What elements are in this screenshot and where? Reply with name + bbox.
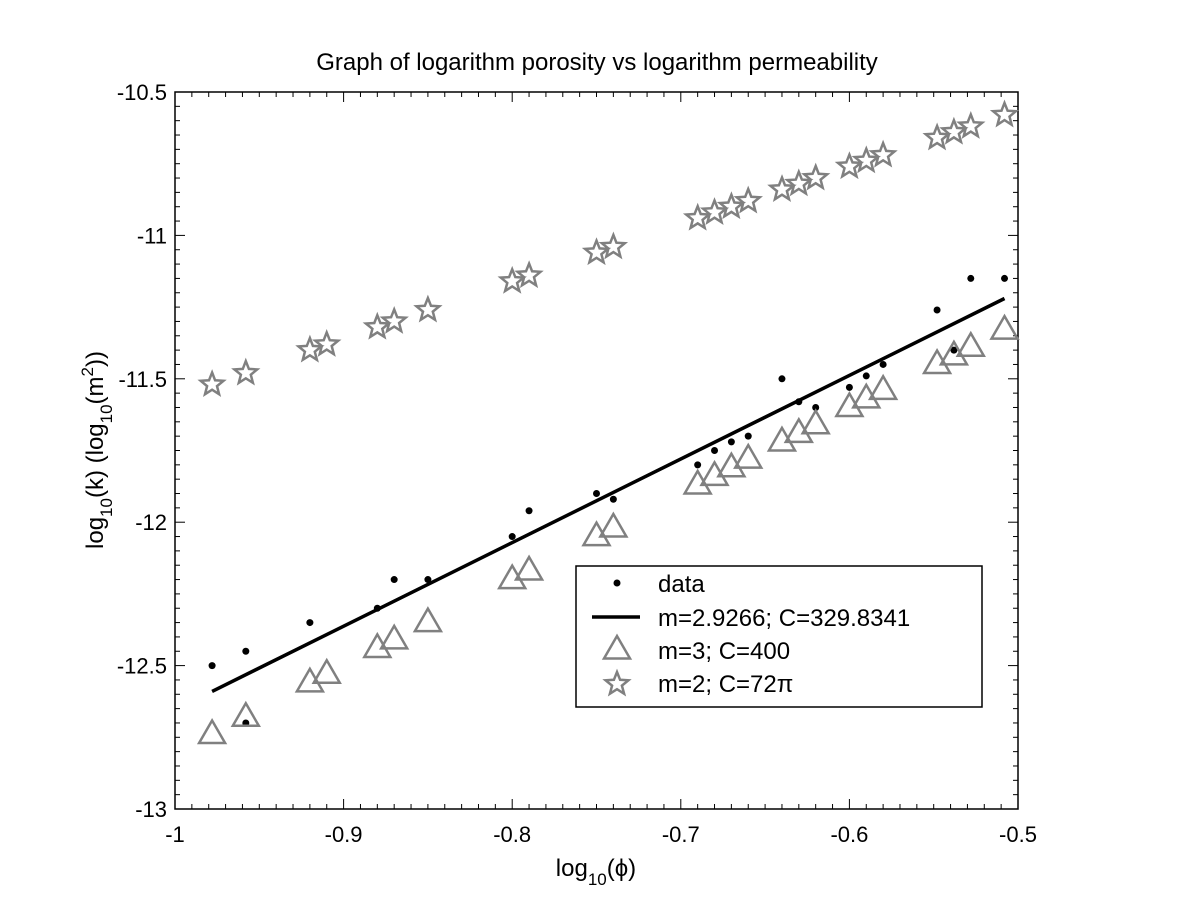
y-tick-label: -10.5 [117, 80, 167, 105]
data-point [862, 372, 870, 380]
star-marker [497, 265, 527, 294]
triangle-marker [412, 606, 444, 633]
triangle-marker [867, 373, 899, 401]
triangle-marker [379, 623, 410, 650]
legend-label-fit: m=2.9266; C=329.8341 [658, 605, 910, 632]
data-point [508, 533, 516, 541]
data-point [778, 375, 786, 383]
star-marker [801, 162, 831, 191]
data-point [812, 403, 820, 411]
star-marker [699, 197, 730, 225]
y-tick-labels: -10.5 -11 -11.5 -12 -12.5 -13 [117, 80, 167, 822]
star-marker [716, 191, 747, 220]
star-marker [231, 357, 261, 386]
fit-line [211, 296, 1006, 693]
triangle-marker [230, 700, 261, 728]
data-point [711, 447, 719, 454]
data-point [727, 438, 735, 446]
triangle-marker [955, 330, 986, 358]
data-point [694, 461, 702, 469]
data-marks [196, 99, 1020, 745]
x-tick-label: -0.8 [493, 822, 531, 847]
star-marker [868, 139, 898, 168]
y-axis-label: log10(k) (log10(m2)) [78, 351, 116, 549]
triangle-marker [989, 313, 1020, 340]
data-point [390, 576, 398, 584]
star-marker [989, 99, 1020, 128]
triangle-marker [598, 511, 629, 538]
data-point [242, 647, 250, 655]
data-point [525, 507, 533, 515]
triangle-marker [311, 657, 342, 685]
data-point [950, 346, 958, 354]
star-marker [379, 305, 409, 334]
triangle-marker [733, 442, 764, 469]
star-marker [834, 151, 865, 180]
star-marker [767, 174, 797, 202]
legend-star-symbol [602, 668, 632, 697]
legend-label-m3: m=3; C=400 [658, 638, 790, 665]
data-point [593, 490, 600, 498]
y-tick-label: -13 [135, 797, 167, 822]
star-marker [598, 231, 629, 260]
legend-symbols [592, 579, 640, 697]
data-point [1001, 274, 1009, 282]
star-marker [514, 260, 544, 289]
data-point [609, 495, 617, 503]
triangle-marker [196, 717, 228, 745]
star-marker [295, 334, 325, 363]
triangle-marker [513, 554, 545, 581]
star-marker [784, 168, 814, 197]
x-tick-labels: -1 -0.9 -0.8 -0.7 -0.6 -0.5 [165, 822, 1037, 847]
star-marker [581, 237, 612, 266]
y-tick-label: -11 [137, 223, 167, 248]
legend-label-data: data [658, 571, 705, 598]
data-point [933, 306, 941, 314]
x-tick-label: -0.5 [999, 822, 1037, 847]
y-tick-label: -12 [135, 510, 167, 535]
star-marker [312, 328, 342, 357]
star-marker [851, 145, 881, 174]
star-marker [682, 202, 713, 231]
legend-label-m2: m=2; C=72π [658, 671, 793, 698]
data-point [879, 360, 887, 368]
x-tick-label: -0.9 [325, 822, 363, 847]
data-point [744, 432, 752, 440]
star-marker [362, 311, 392, 340]
star-marker [733, 185, 763, 214]
y-tick-label: -11.5 [118, 367, 167, 392]
legend-dot-symbol [613, 579, 621, 587]
data-point [424, 576, 432, 584]
chart-title: Graph of logarithm porosity vs logarithm… [316, 49, 878, 76]
data-point [306, 619, 314, 627]
star-marker [413, 294, 443, 323]
star-marker [197, 369, 227, 397]
y-tick-label: -12.5 [117, 654, 167, 679]
star-marker [956, 110, 986, 139]
legend-triangle-symbol [601, 633, 633, 660]
axis-ticks [174, 91, 1019, 810]
x-tick-label: -0.7 [662, 822, 700, 847]
triangle-marker [800, 408, 831, 435]
star-marker [922, 122, 952, 151]
legend-box [575, 565, 983, 708]
x-tick-label: -0.6 [830, 822, 868, 847]
data-point [845, 383, 853, 391]
star-marker [939, 116, 969, 145]
data-point [208, 662, 216, 670]
legend: data m=2.9266; C=329.8341 m=3; C=400 m=2… [575, 565, 983, 708]
data-point [967, 274, 975, 282]
x-tick-label: -1 [165, 822, 185, 847]
x-axis-label: log10(ϕ) [556, 855, 636, 889]
